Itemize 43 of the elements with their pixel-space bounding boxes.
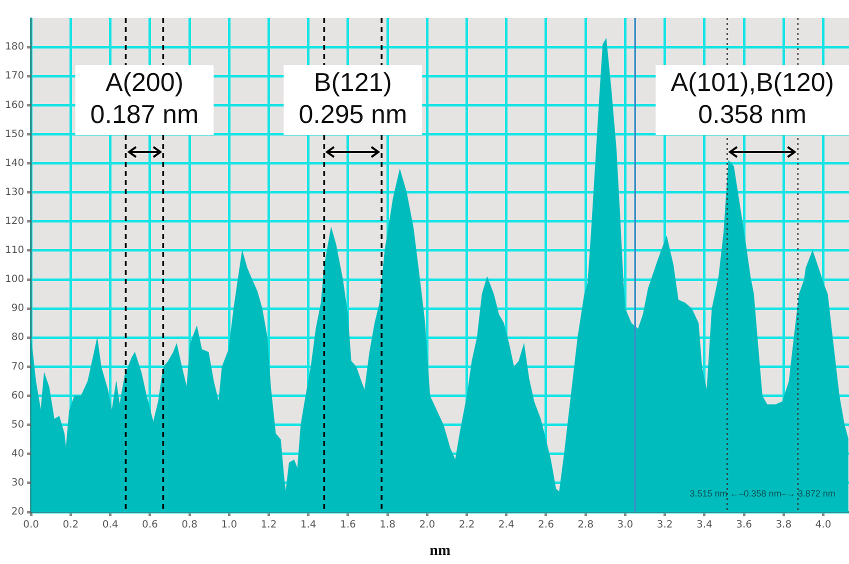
x-tick-label: 0.6 bbox=[142, 520, 158, 531]
x-tick-label: 0.2 bbox=[62, 520, 79, 531]
x-tick-label: 2.2 bbox=[458, 520, 475, 531]
y-tick-label: 20 bbox=[11, 506, 24, 518]
x-tick-label: 2.6 bbox=[538, 520, 554, 531]
y-tick-label: 30 bbox=[11, 478, 24, 489]
y-tick-label: 60 bbox=[11, 390, 24, 402]
y-tick-label: 170 bbox=[4, 70, 24, 82]
annotation: A(101),B(120) 0.358 nm bbox=[670, 67, 834, 130]
annotation: A(200) 0.187 nm bbox=[90, 67, 199, 130]
x-tick-label: 1.6 bbox=[340, 520, 356, 531]
y-tick-label: 150 bbox=[4, 128, 24, 140]
y-tick-label: 140 bbox=[4, 158, 24, 169]
y-tick-label: 180 bbox=[4, 42, 24, 53]
y-tick-label: 130 bbox=[4, 186, 24, 198]
x-tick-label: 0.4 bbox=[102, 520, 118, 531]
annotation: 3.515 nm ←–0.358 nm–→ 3.872 nm bbox=[690, 488, 836, 498]
x-tick-label: 3.6 bbox=[736, 520, 752, 531]
y-tick-label: 160 bbox=[4, 100, 24, 111]
x-tick-label: 3.4 bbox=[696, 520, 712, 531]
x-tick-label: 3.8 bbox=[776, 520, 792, 531]
x-axis-title: nm bbox=[430, 542, 451, 559]
y-tick-label: 80 bbox=[11, 332, 24, 344]
x-tick-label: 1.8 bbox=[380, 520, 396, 531]
x-tick-label: 1.4 bbox=[300, 520, 316, 531]
y-tick-label: 120 bbox=[4, 216, 24, 228]
annotation: B(121) 0.295 nm bbox=[298, 67, 408, 130]
x-tick-label: 2.0 bbox=[419, 520, 436, 531]
x-tick-label: 3.2 bbox=[656, 520, 673, 531]
x-tick-label: 2.4 bbox=[498, 520, 514, 531]
x-tick-label: 0.0 bbox=[23, 520, 40, 531]
x-tick-label: 2.8 bbox=[578, 520, 594, 531]
y-tick-label: 50 bbox=[11, 419, 24, 430]
y-tick-label: 110 bbox=[4, 245, 24, 256]
x-tick-label: 0.8 bbox=[182, 520, 198, 531]
y-tick-label: 90 bbox=[11, 303, 24, 314]
x-tick-label: 1.0 bbox=[221, 520, 238, 531]
x-tick-label: 4.0 bbox=[815, 520, 832, 531]
y-tick-label: 100 bbox=[4, 274, 24, 286]
y-tick-label: 70 bbox=[11, 361, 24, 372]
y-tick-label: 40 bbox=[11, 448, 24, 460]
x-tick-label: 3.0 bbox=[617, 520, 634, 531]
x-tick-label: 1.2 bbox=[260, 520, 277, 531]
